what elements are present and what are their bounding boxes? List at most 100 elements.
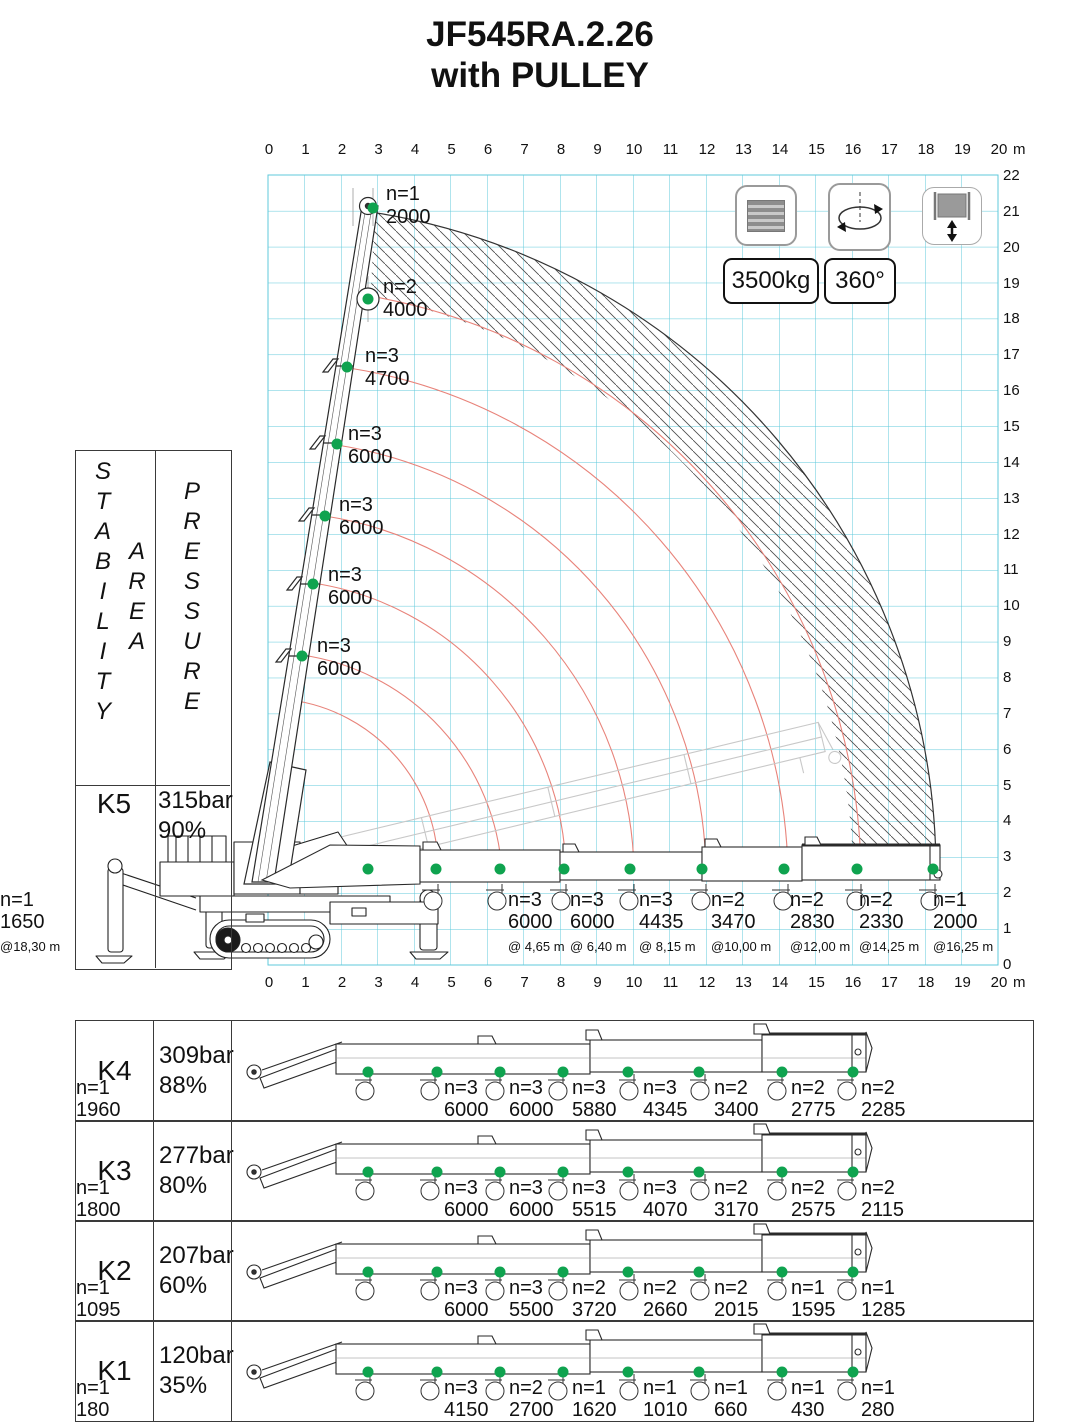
axis-tick: 15 bbox=[1003, 418, 1020, 436]
axis-tick: 18 bbox=[917, 141, 935, 158]
axis-tick: 11 bbox=[1003, 561, 1019, 579]
falls: n=1 bbox=[76, 1377, 110, 1399]
boom-point-dots bbox=[296, 202, 379, 662]
top-axis-unit: m bbox=[1013, 141, 1026, 158]
axis-tick: 10 bbox=[1003, 597, 1020, 615]
falls: n=3 bbox=[444, 1177, 478, 1199]
rotation-icon bbox=[828, 183, 891, 251]
axis-tick: 17 bbox=[881, 141, 898, 158]
axis-tick: 20 bbox=[990, 974, 1008, 991]
stability-table bbox=[75, 450, 232, 970]
load-point-dots bbox=[362, 863, 939, 875]
axis-tick: 18 bbox=[1003, 310, 1020, 328]
falls: n=3 bbox=[570, 889, 604, 911]
stability-row-k4: K4 309bar 88% n=3 6000 n=3 6000 n=3 5880 … bbox=[75, 1020, 1034, 1122]
boom-point-label: n=2 4000 bbox=[383, 276, 428, 321]
axis-tick: 11 bbox=[662, 141, 679, 158]
boom-point-label: n=3 6000 bbox=[317, 635, 362, 680]
falls: n=1 bbox=[76, 1077, 110, 1099]
axis-tick: 4 bbox=[410, 141, 420, 158]
axis-tick: 3 bbox=[374, 141, 383, 158]
boom-point-label: n=3 6000 bbox=[339, 494, 384, 539]
axis-tick: 15 bbox=[808, 974, 825, 991]
falls: n=1 bbox=[0, 889, 34, 911]
load-label: n=2 3170 bbox=[714, 1177, 784, 1221]
falls: n=1 bbox=[643, 1377, 677, 1399]
falls: n=2 bbox=[714, 1077, 748, 1099]
load-label: n=3 4150 bbox=[444, 1377, 514, 1421]
axis-tick: 12 bbox=[698, 974, 716, 991]
table-divider bbox=[75, 785, 230, 786]
load-label: n=3 5515 bbox=[572, 1177, 642, 1221]
pulley-subtitle: with PULLEY bbox=[431, 56, 649, 95]
outreach: @ 6,40 m bbox=[570, 939, 627, 954]
falls: n=3 bbox=[643, 1077, 677, 1099]
load-kg: 2575 bbox=[791, 1199, 836, 1221]
axis-tick: 16 bbox=[1003, 382, 1020, 400]
axis-tick: 9 bbox=[593, 974, 602, 991]
pressure-value: 309bar 88% bbox=[153, 1021, 234, 1121]
load-label: n=3 6000 bbox=[509, 1077, 579, 1121]
axis-tick: 9 bbox=[1003, 633, 1012, 651]
axis-tick: 7 bbox=[520, 974, 529, 991]
axis-tick: 17 bbox=[1003, 346, 1020, 364]
load-label: n=1 180 bbox=[76, 1377, 146, 1421]
load-label: n=1 2000 @16,25 m bbox=[933, 889, 997, 958]
load-kg: 2700 bbox=[509, 1399, 554, 1421]
load-kg: 3170 bbox=[714, 1199, 759, 1221]
table-divider bbox=[231, 1321, 232, 1421]
load-label: n=3 5500 bbox=[509, 1277, 579, 1321]
boom-point-label: n=3 4700 bbox=[365, 345, 410, 390]
axis-tick: 13 bbox=[1003, 489, 1020, 507]
boom-point-label: n=1 2000 bbox=[386, 183, 431, 228]
axis-tick: 16 bbox=[844, 141, 862, 158]
axis-tick: 4 bbox=[1003, 812, 1012, 830]
horizontal-boom bbox=[260, 836, 943, 911]
pressure-value: 120bar 35% bbox=[153, 1321, 234, 1421]
load-kg: 2015 bbox=[714, 1299, 759, 1321]
axis-tick: 4 bbox=[410, 974, 420, 991]
page-title: JF545RA.2.26 with PULLEY bbox=[0, 14, 1080, 96]
falls: n=3 bbox=[572, 1177, 606, 1199]
load-kg: 2285 bbox=[861, 1099, 906, 1121]
falls: n=3 bbox=[643, 1177, 677, 1199]
falls: n=2 bbox=[790, 889, 824, 911]
load-label: n=2 2830 @12,00 m bbox=[790, 889, 854, 958]
falls: n=3 bbox=[509, 1177, 543, 1199]
load-kg: 3470 bbox=[711, 911, 756, 933]
falls: n=2 bbox=[643, 1277, 677, 1299]
axis-tick: 10 bbox=[625, 974, 643, 991]
load-kg: 1960 bbox=[76, 1099, 121, 1121]
outreach: @ 8,15 m bbox=[639, 939, 696, 954]
zone-label-k5: K5 bbox=[96, 788, 132, 819]
load-label: n=1 1960 bbox=[76, 1077, 146, 1121]
max-capacity-badge: 3500kg bbox=[723, 258, 819, 304]
load-kg: 6000 bbox=[509, 1099, 554, 1121]
load-kg: 430 bbox=[791, 1399, 825, 1421]
falls: n=2 bbox=[859, 889, 893, 911]
load-label: n=2 2660 bbox=[643, 1277, 713, 1321]
axis-tick: 0 bbox=[1003, 955, 1012, 973]
table-divider bbox=[231, 1021, 232, 1121]
load-kg: 5515 bbox=[572, 1199, 617, 1221]
pressure-value: 207bar 60% bbox=[153, 1221, 234, 1321]
falls: n=1 bbox=[791, 1377, 825, 1399]
rotation-glyph bbox=[837, 192, 883, 232]
axis-tick: 12 bbox=[1003, 525, 1020, 543]
outreach: @10,00 m bbox=[711, 939, 772, 954]
axis-tick: 0 bbox=[264, 141, 274, 158]
axis-tick: 11 bbox=[662, 974, 679, 991]
axis-tick: 7 bbox=[520, 141, 529, 158]
stability-row-k3: K3 277bar 80% n=3 6000 n=3 6000 n=3 5515 … bbox=[75, 1120, 1034, 1222]
falls: n=1 bbox=[861, 1377, 895, 1399]
axis-tick: 17 bbox=[881, 974, 898, 991]
load-kg: 1650 bbox=[0, 911, 45, 933]
axis-tick: 19 bbox=[954, 141, 971, 158]
table-divider bbox=[155, 450, 156, 968]
load-label: n=1 1595 bbox=[791, 1277, 861, 1321]
counterweight-glyph bbox=[747, 199, 785, 232]
outreach: @ 4,65 m bbox=[508, 939, 565, 954]
load-label: n=3 5880 bbox=[572, 1077, 642, 1121]
